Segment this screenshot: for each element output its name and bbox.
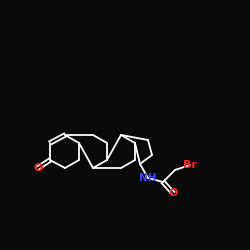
Text: Br: Br bbox=[183, 160, 197, 170]
Text: NH: NH bbox=[139, 173, 157, 183]
Text: O: O bbox=[33, 163, 43, 173]
Text: O: O bbox=[168, 188, 178, 198]
